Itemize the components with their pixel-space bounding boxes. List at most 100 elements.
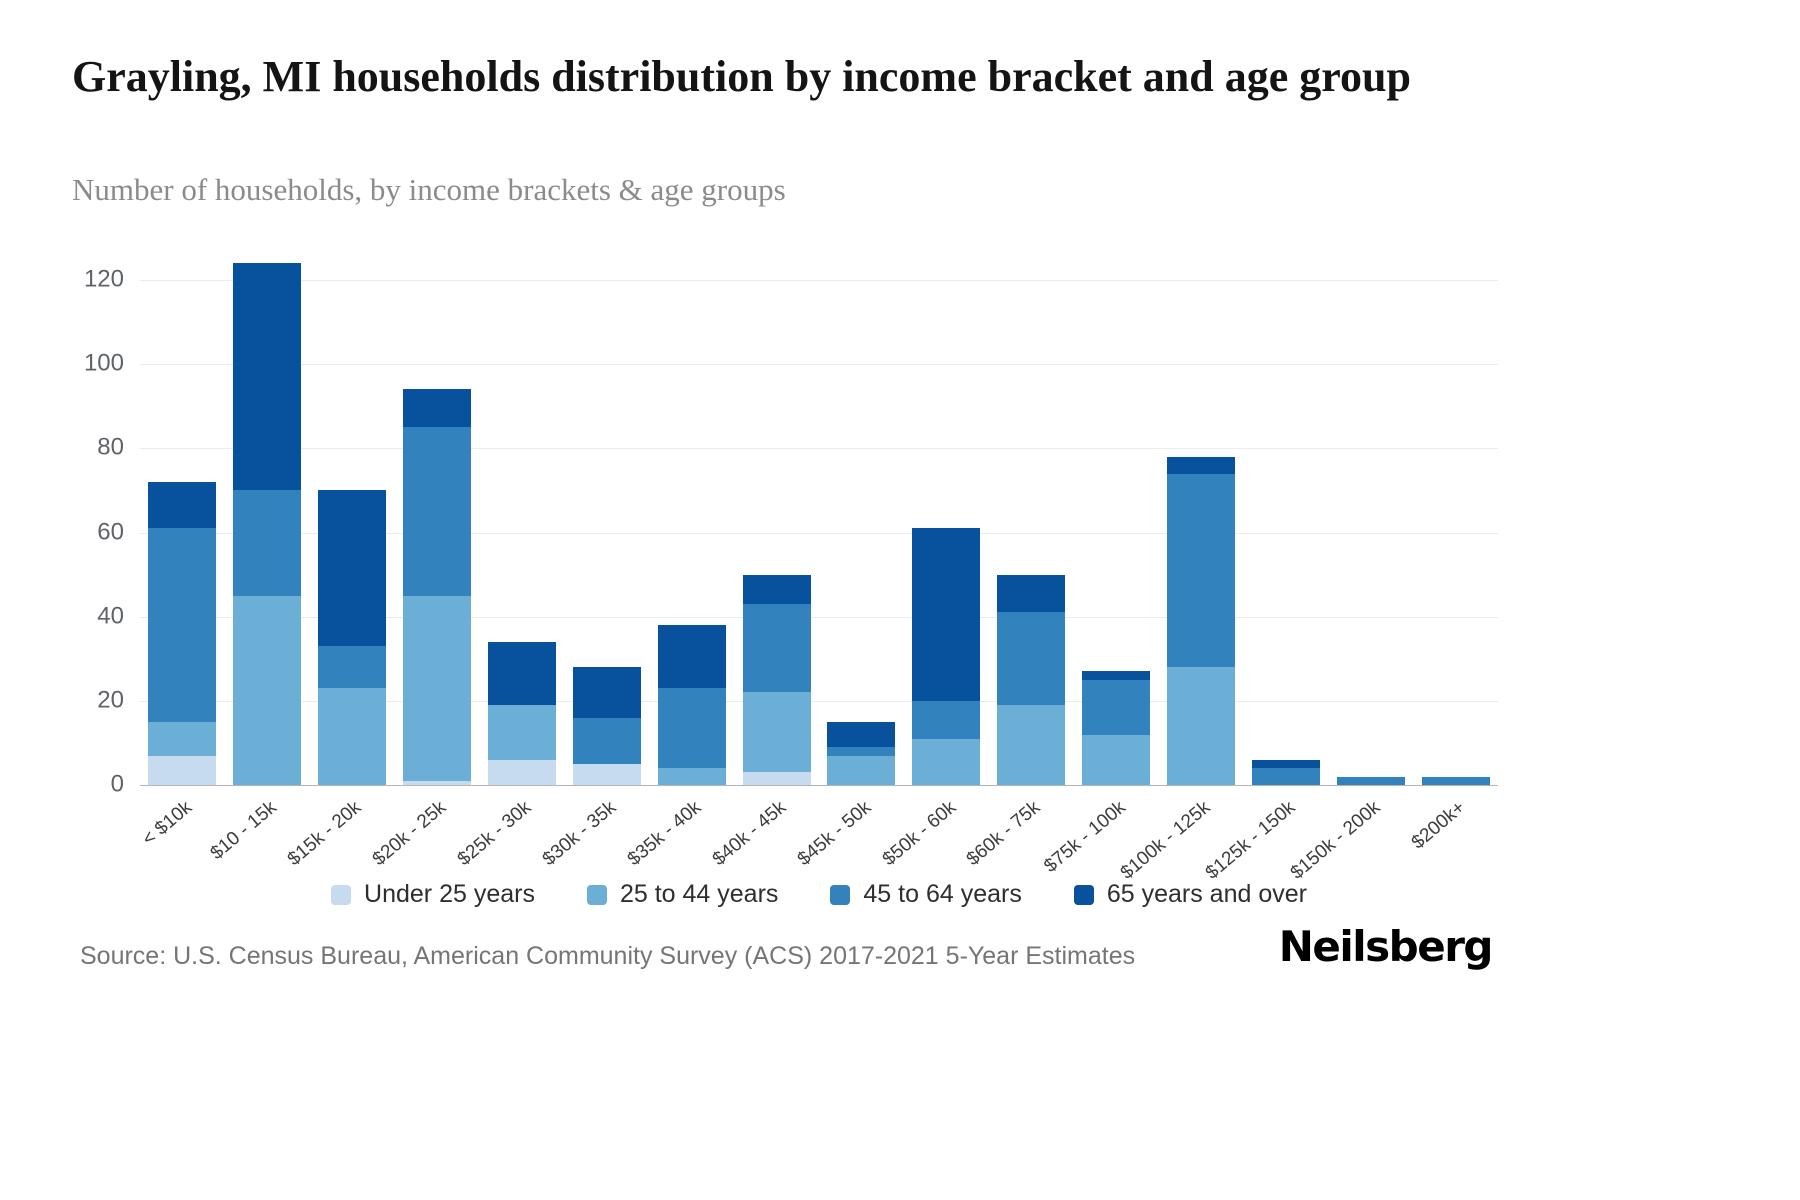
bar-segment[interactable]	[233, 490, 302, 596]
legend-swatch	[830, 884, 851, 905]
legend-item[interactable]: Under 25 years	[331, 880, 535, 909]
bar-segment[interactable]	[1082, 734, 1151, 785]
bar-column	[1166, 456, 1235, 785]
bar-segment[interactable]	[742, 574, 811, 605]
bar-segment[interactable]	[912, 528, 981, 701]
bar-segment[interactable]	[912, 700, 981, 739]
bar-column	[827, 721, 896, 785]
bar-segment[interactable]	[1082, 671, 1151, 680]
bar-segment[interactable]	[1251, 768, 1320, 785]
legend-label: 45 to 64 years	[863, 880, 1022, 908]
bar-segment[interactable]	[1336, 776, 1405, 785]
y-tick-label: 0	[110, 770, 124, 798]
x-axis-label: $10 - 15k	[206, 797, 281, 865]
bar-segment[interactable]	[572, 717, 641, 764]
bar-segment[interactable]	[997, 612, 1066, 706]
bar-segment[interactable]	[148, 755, 217, 785]
bar-column	[912, 528, 981, 785]
bar-segment[interactable]	[148, 528, 217, 722]
bar-column	[657, 625, 726, 785]
bar-segment[interactable]	[148, 482, 217, 529]
bar-column	[318, 490, 387, 785]
bar-column	[1082, 671, 1151, 785]
bar-column	[487, 641, 556, 785]
bar-segment[interactable]	[318, 688, 387, 785]
legend-label: 65 years and over	[1106, 880, 1307, 908]
x-axis-label: $35k - 40k	[623, 797, 706, 871]
x-axis-label: $75k - 100k	[1039, 797, 1130, 877]
bar-segment[interactable]	[657, 768, 726, 785]
bar-column	[148, 482, 217, 785]
y-tick-label: 20	[97, 686, 124, 714]
bar-segment[interactable]	[1082, 679, 1151, 735]
bar-segment[interactable]	[233, 595, 302, 785]
bar-segment[interactable]	[1251, 759, 1320, 769]
stacked-bar-chart: 0 20 40 60 80 100 120 < $10k $10 - 15k $15k - 20k…	[0, 250, 1800, 908]
bar-segment[interactable]	[403, 389, 472, 428]
x-axis-label: $20k - 25k	[369, 797, 451, 871]
x-axis-label: $100k - 125k	[1116, 797, 1215, 884]
chart-subtitle: Number of households, by income brackets…	[72, 172, 786, 207]
legend-item[interactable]: 25 to 44 years	[586, 880, 779, 909]
x-axis-label: $125k - 150k	[1201, 797, 1300, 884]
bar-segment[interactable]	[1421, 776, 1490, 785]
gridline	[140, 448, 1498, 450]
gridline	[140, 280, 1498, 281]
bar-segment[interactable]	[487, 705, 556, 760]
bar-segment[interactable]	[827, 721, 896, 748]
bar-segment[interactable]	[827, 747, 896, 756]
legend-swatch	[1073, 884, 1094, 905]
legend-swatch	[331, 884, 352, 905]
bar-segment[interactable]	[912, 738, 981, 785]
bar-segment[interactable]	[233, 263, 302, 491]
x-axis-label: < $10k	[138, 797, 196, 851]
bar-segment[interactable]	[572, 763, 641, 785]
bar-segment[interactable]	[487, 759, 556, 785]
legend-item[interactable]: 65 years and over	[1073, 880, 1307, 909]
bar-segment[interactable]	[403, 595, 472, 781]
bar-segment[interactable]	[1166, 473, 1235, 668]
bar-segment[interactable]	[657, 625, 726, 689]
gridline	[140, 364, 1498, 366]
bar-segment[interactable]	[572, 667, 641, 718]
bar-segment[interactable]	[318, 646, 387, 689]
y-tick-label: 80	[97, 433, 124, 461]
bar-column	[1336, 776, 1405, 785]
chart-legend: Under 25 years 25 to 44 years 45 to 64 yea…	[140, 880, 1498, 909]
bar-column	[997, 574, 1066, 785]
bar-segment[interactable]	[1166, 456, 1235, 474]
x-axis-line	[140, 785, 1498, 786]
bar-segment[interactable]	[148, 721, 217, 756]
bar-segment[interactable]	[657, 688, 726, 769]
gridline	[140, 700, 1498, 702]
gridline	[140, 532, 1498, 534]
bar-segment[interactable]	[742, 772, 811, 785]
x-axis-label: $50k - 60k	[878, 797, 960, 871]
legend-label: 25 to 44 years	[619, 880, 779, 908]
bar-segment[interactable]	[487, 641, 556, 706]
x-axis-label: $60k - 75k	[963, 797, 1045, 871]
bar-segment[interactable]	[318, 490, 387, 647]
y-tick-label: 120	[83, 265, 124, 293]
chart-title: Grayling, MI households distribution by …	[72, 52, 1411, 101]
legend-item[interactable]: 45 to 64 years	[830, 880, 1022, 909]
plot-area: 0 20 40 60 80 100 120 < $10k $10 - 15k $15k - 20k…	[84, 263, 1498, 884]
bar-segment[interactable]	[742, 692, 811, 773]
bar-column	[742, 574, 811, 785]
bar-segment[interactable]	[403, 427, 472, 596]
y-tick-label: 40	[97, 602, 124, 630]
legend-label: Under 25 years	[364, 880, 535, 908]
x-axis-label: $45k - 50k	[793, 797, 875, 871]
bar-segment[interactable]	[742, 604, 811, 693]
x-axis-label: $40k - 45k	[708, 797, 791, 871]
bar-segment[interactable]	[1166, 667, 1235, 785]
bar-segment[interactable]	[997, 574, 1066, 613]
gridline	[140, 616, 1498, 618]
y-tick-label: 60	[97, 517, 124, 545]
bar-segment[interactable]	[827, 755, 896, 785]
source-text: Source: U.S. Census Bureau, American Com…	[80, 942, 1136, 970]
bar-segment[interactable]	[403, 780, 472, 785]
bar-column	[572, 667, 641, 785]
bar-segment[interactable]	[997, 705, 1066, 785]
